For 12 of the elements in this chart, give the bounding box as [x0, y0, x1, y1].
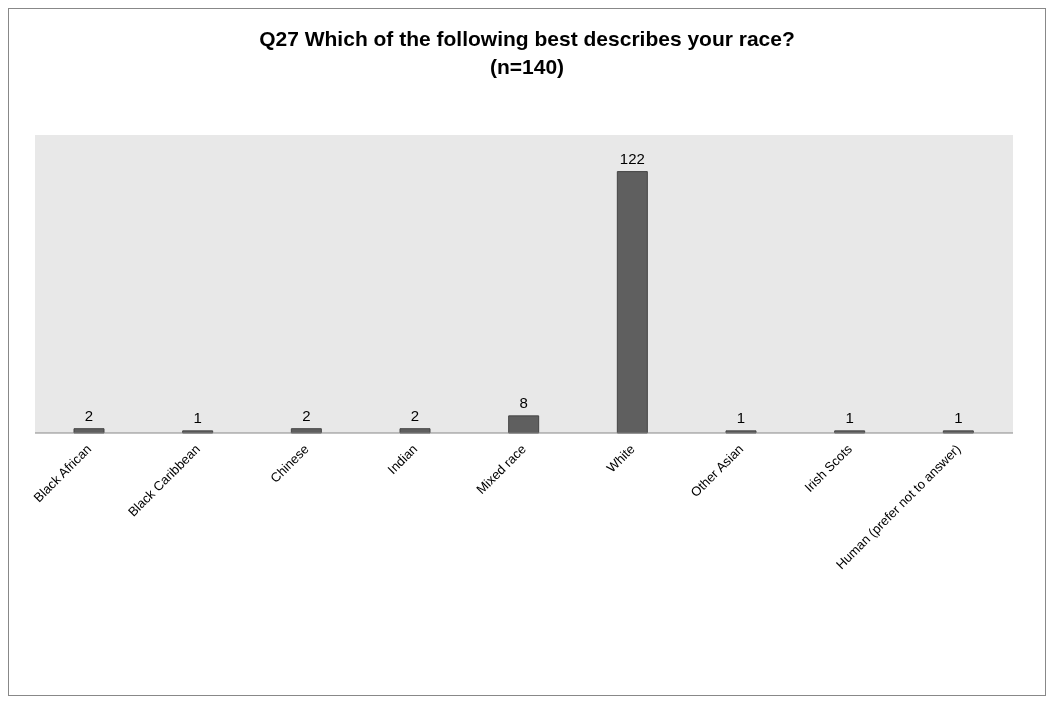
data-label: 2	[302, 406, 311, 424]
bar	[508, 415, 540, 434]
data-label: 1	[954, 408, 963, 426]
data-label: 8	[519, 393, 528, 411]
bar	[616, 171, 648, 434]
data-label: 2	[410, 406, 420, 424]
data-label: 122	[619, 149, 645, 167]
data-label: 1	[845, 408, 854, 426]
data-label: 1	[193, 408, 202, 426]
data-label: 2	[84, 406, 94, 424]
data-label: 1	[736, 408, 746, 426]
chart-title: Q27 Which of the following best describes your race? (n=140)	[258, 26, 796, 80]
